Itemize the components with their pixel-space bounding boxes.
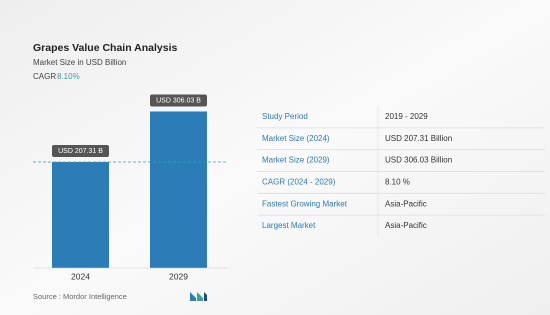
row-value: Asia-Pacific	[385, 221, 427, 230]
row-label: Fastest Growing Market	[262, 199, 348, 208]
value-label: USD 306.03 B	[156, 97, 201, 104]
table: Study Period 2019 - 2029 Market Size (2024…	[257, 106, 545, 237]
value-label-box	[52, 144, 109, 157]
row-label: Market Size (2024)	[262, 134, 330, 143]
x-tick-label: 2029	[169, 271, 188, 281]
chart: 2024 USD 207.31 B 2029 USD 306.03 B	[33, 94, 228, 281]
row-value: USD 207.31 Billion	[385, 134, 452, 143]
row-label: Largest Market	[262, 221, 316, 230]
source: Source : Mordor Intelligence	[33, 292, 127, 301]
row-value: 8.10 %	[385, 178, 410, 187]
x-tick-label: 2024	[71, 271, 90, 281]
chart-title: Grapes Value Chain Analysis	[33, 42, 177, 54]
row-value: USD 306.03 Billion	[385, 156, 452, 165]
bar	[150, 111, 207, 268]
bar	[52, 161, 109, 268]
row-label: Market Size (2029)	[262, 156, 330, 165]
row-value: Asia-Pacific	[385, 199, 427, 208]
cagr-value: 8.10%	[57, 72, 80, 81]
row-label: Study Period	[262, 112, 308, 121]
cagr-label: CAGR	[33, 72, 56, 81]
logo	[190, 292, 207, 301]
row-label: CAGR (2024 - 2029)	[262, 178, 336, 187]
row-value: 2019 - 2029	[385, 112, 428, 121]
subtitle: Market Size in USD Billion	[33, 58, 126, 67]
value-label-box	[150, 94, 207, 107]
value-label: USD 207.31 B	[58, 148, 103, 155]
